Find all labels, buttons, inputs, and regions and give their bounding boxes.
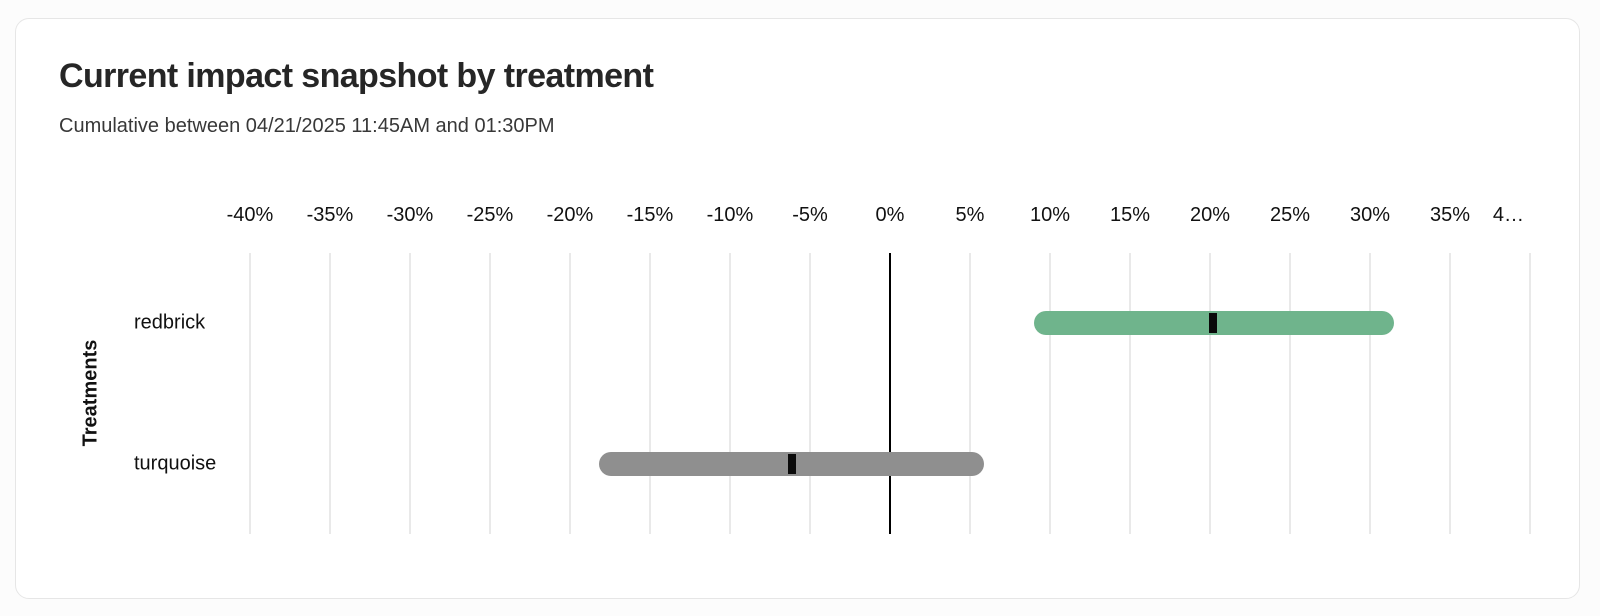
gridline [1209, 253, 1211, 534]
category-label-turquoise: turquoise [134, 452, 217, 475]
gridline [649, 253, 651, 534]
mean-tick-redbrick [1209, 313, 1218, 334]
chart-card: Current impact snapshot by treatment Cum… [15, 18, 1580, 599]
x-tick-label: 5% [955, 204, 985, 226]
x-tick-label: -15% [626, 204, 674, 226]
x-tick-label: -40% [226, 204, 274, 226]
gridline [409, 253, 411, 534]
x-tick-label: -25% [466, 204, 514, 226]
mean-tick-turquoise [788, 453, 797, 474]
zero-axis-line [889, 253, 891, 534]
gridline [1289, 253, 1291, 534]
category-label-redbrick: redbrick [134, 311, 206, 334]
gridline [1529, 253, 1531, 534]
gridline [569, 253, 571, 534]
gridline [969, 253, 971, 534]
x-tick-label: 25% [1269, 204, 1311, 226]
x-tick-label: -30% [386, 204, 434, 226]
gridline [1369, 253, 1371, 534]
chart-subtitle: Cumulative between 04/21/2025 11:45AM an… [59, 115, 555, 137]
gridline [1449, 253, 1451, 534]
x-tick-label: 35% [1429, 204, 1471, 226]
gridline [489, 253, 491, 534]
x-tick-label: 0% [875, 204, 905, 226]
gridline [809, 253, 811, 534]
plot-area: -40% -35% -30% -25% -20% -15% -10% -5% 0% 5% 10% 15… [16, 19, 1579, 598]
x-tick-label: 4… [1492, 204, 1524, 226]
chart-title: Current impact snapshot by treatment [59, 57, 654, 95]
x-tick-label: -10% [706, 204, 754, 226]
gridline [329, 253, 331, 534]
x-tick-label: -5% [792, 204, 828, 226]
x-tick-label: 10% [1029, 204, 1071, 226]
x-tick-label: 20% [1189, 204, 1231, 226]
x-tick-label: 15% [1109, 204, 1151, 226]
x-tick-label: -35% [306, 204, 354, 226]
x-tick-label: -20% [546, 204, 594, 226]
gridline [729, 253, 731, 534]
gridline [1049, 253, 1051, 534]
gridline [249, 253, 251, 534]
x-tick-label: 30% [1349, 204, 1391, 226]
gridline [1129, 253, 1131, 534]
